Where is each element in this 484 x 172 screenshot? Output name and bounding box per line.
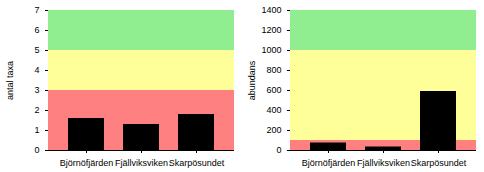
svg-text:0: 0 <box>276 145 281 155</box>
svg-text:antal taxa: antal taxa <box>5 61 15 100</box>
svg-text:Fjällviksviken: Fjällviksviken <box>115 158 168 168</box>
svg-text:600: 600 <box>266 85 281 95</box>
svg-text:400: 400 <box>266 105 281 115</box>
svg-text:3: 3 <box>34 85 39 95</box>
svg-text:Fjällviksviken: Fjällviksviken <box>357 158 410 168</box>
svg-text:Björnöfjärden: Björnöfjärden <box>60 158 114 168</box>
svg-text:abundans: abundans <box>247 60 257 100</box>
svg-text:1200: 1200 <box>261 25 281 35</box>
svg-text:5: 5 <box>34 45 39 55</box>
svg-text:1400: 1400 <box>261 5 281 15</box>
svg-text:4: 4 <box>34 65 39 75</box>
svg-text:7: 7 <box>34 5 39 15</box>
svg-text:Björnöfjärden: Björnöfjärden <box>302 158 356 168</box>
svg-text:Skarpösundet: Skarpösundet <box>169 158 225 168</box>
svg-text:200: 200 <box>266 125 281 135</box>
svg-text:800: 800 <box>266 65 281 75</box>
svg-text:Skarpösundet: Skarpösundet <box>411 158 467 168</box>
svg-text:1000: 1000 <box>261 45 281 55</box>
svg-text:1: 1 <box>34 125 39 135</box>
svg-text:6: 6 <box>34 25 39 35</box>
svg-text:2: 2 <box>34 105 39 115</box>
svg-text:0: 0 <box>34 145 39 155</box>
